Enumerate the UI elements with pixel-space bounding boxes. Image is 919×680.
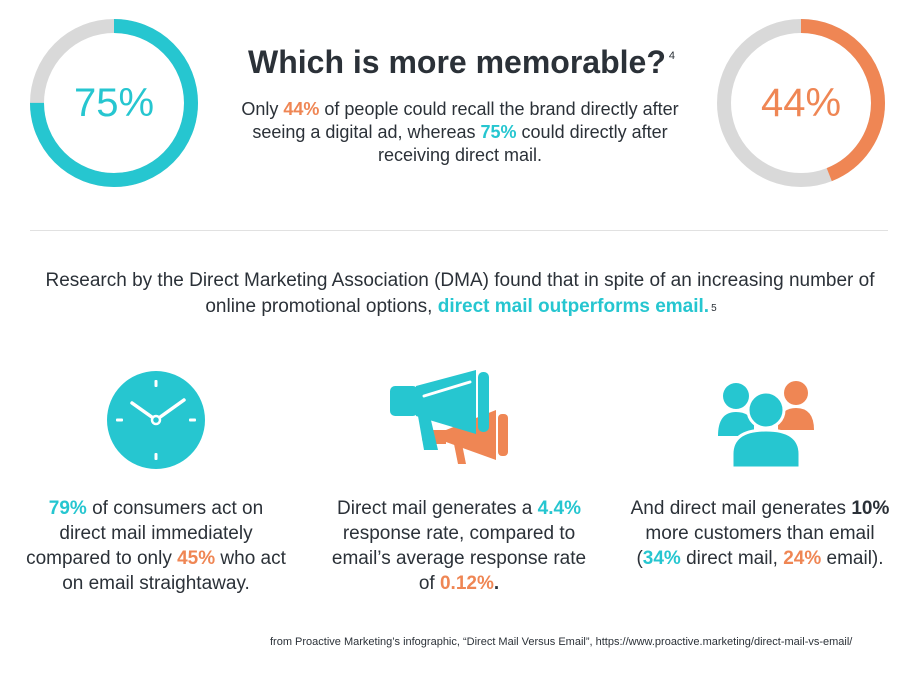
research-statement: Research by the Direct Marketing Associa… [40,268,880,320]
source-citation: from Proactive Marketing’s infographic, … [270,636,853,648]
intro-part: of people could recall the brand directl… [252,99,679,142]
research-footnote: 5 [711,303,717,314]
intro-part: could directly after receiving direct ma… [377,122,668,165]
intro-part: Only [241,99,284,119]
stat-highlight: 79% [48,498,87,519]
clock-icon [106,370,206,470]
divider [30,230,888,231]
donut-chart [717,19,885,187]
stat-text: . [493,573,500,594]
stat-highlight: 34% [642,548,681,569]
research-text: Research by the Direct Marketing Associa… [45,270,875,317]
donut-value: 44% [760,80,842,125]
research-highlight: direct mail outperforms email. [437,296,710,317]
stat-text: email). [821,548,884,569]
title-footnote: 4 [668,50,675,62]
stat-highlight: 24% [783,548,822,569]
intro-text: Only 44% of people could recall the bran… [230,98,690,167]
megaphone-icon [388,368,533,468]
title-text: Which is more memorable? [248,44,666,80]
stat-highlight: 0.12% [439,573,494,594]
users-icon [716,380,816,470]
recall-donut-direct-mail: 75% [29,18,199,188]
intro-highlight-digital: 44% [283,99,320,119]
page-title: Which is more memorable? 4 [200,44,720,81]
stat-immediate-action: 79% of consumers act on direct mail imme… [25,496,287,596]
stat-response-rate: Direct mail generates a 4.4% response ra… [325,496,593,596]
donut-arc [30,19,198,187]
stat-text: of consumers act on direct mail immediat… [26,498,264,569]
intro-highlight-mail: 75% [480,122,517,142]
stat-text: more customers than email ( [636,523,875,569]
stat-text: direct mail, [680,548,784,569]
stat-text: And direct mail generates [630,498,852,519]
recall-donut-digital-ad: 44% [716,18,886,188]
donut-chart [30,19,198,187]
stat-text: Direct mail generates a [337,498,538,519]
stat-more-customers: And direct mail generates 10% more custo… [628,496,892,571]
stat-highlight: 45% [177,548,216,569]
stat-bold: 10% [851,498,890,519]
stat-highlight: 4.4% [537,498,581,519]
donut-value: 75% [73,80,155,125]
stat-text: who act on email straightaway. [62,548,286,594]
donut-arc [717,19,885,187]
stat-text: response rate, compared to email’s avera… [331,523,587,594]
